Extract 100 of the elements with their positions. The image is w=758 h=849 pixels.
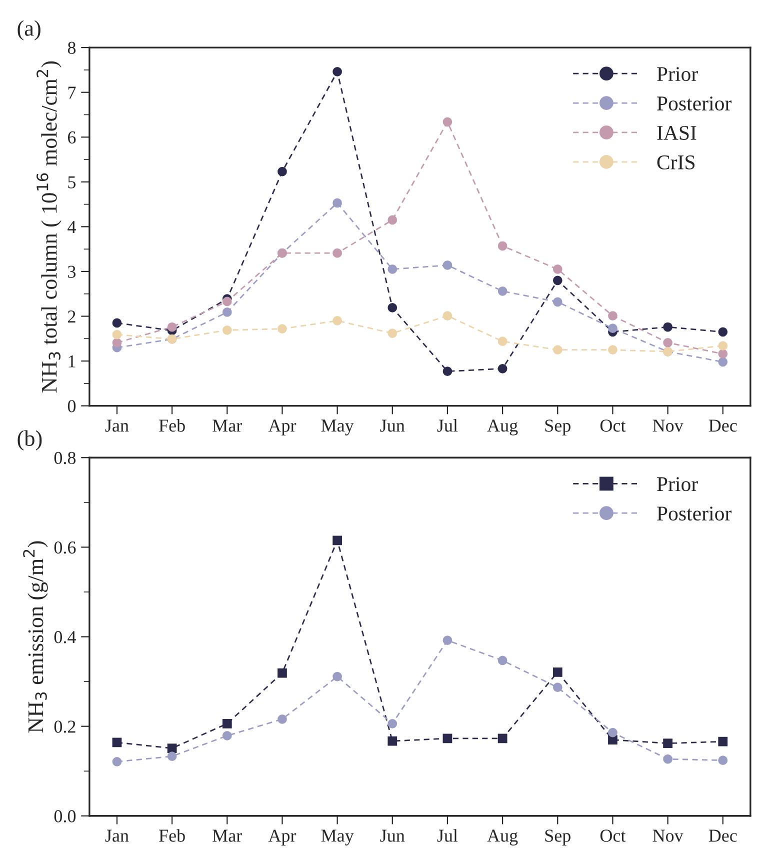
point [663,322,672,332]
point [718,756,728,766]
x-tick-label: Dec [708,830,737,842]
y-tick-label: 0.0 [54,810,76,822]
point [442,260,452,270]
x-tick-label: Apr [268,420,296,436]
y-axis-title: NH$_{3}$ emission (g/m$^{2}$) [23,541,48,733]
point [388,215,398,225]
legend-label: CrIS [657,155,695,170]
legend-label: Prior [657,67,698,82]
x-tick-label: Jan [105,830,129,842]
point [278,668,287,678]
x-tick-label: Mar [212,420,242,432]
point [663,754,672,764]
point [552,264,562,274]
point [222,731,232,740]
chart-title: (a) [18,20,40,40]
point [167,752,177,762]
point [112,330,122,340]
y-tick-label: 8 [68,42,76,54]
point [388,303,398,312]
point [442,117,452,127]
point [112,738,122,748]
point [112,338,122,348]
legend-label: Posterior [657,506,732,521]
point [278,166,287,176]
point [498,286,508,296]
point [663,738,672,748]
y-tick-label: 4 [68,221,76,233]
x-tick-label: Sep [545,420,570,436]
point [332,67,342,76]
point [167,744,177,753]
point [388,328,398,338]
point [718,341,728,350]
point [498,241,508,251]
point [112,318,122,328]
x-tick-label: Jun [380,420,405,432]
point [388,264,398,274]
x-tick-label: Nov [652,420,684,432]
x-tick-label: Jul [437,829,458,842]
point [552,682,562,692]
x-tick-label: Feb [159,829,185,842]
point [278,324,287,334]
y-tick-label: 0.8 [54,452,76,464]
point [552,297,562,307]
point [332,316,342,326]
point [332,672,342,682]
chart-title: (b) [18,430,42,450]
x-tick-label: May [321,830,354,846]
y-tick-label: 0.2 [54,720,76,733]
legend-label: Posterior [657,96,732,111]
point [608,345,618,355]
y-tick-label: 7 [68,86,76,99]
point [498,656,508,666]
point [388,718,398,728]
x-tick-label: Mar [212,830,242,842]
point [498,364,508,374]
x-tick-label: Jul [437,419,458,432]
point [718,357,728,367]
point [552,276,562,286]
point [222,308,232,317]
y-tick-label: 3 [68,266,76,278]
y-tick-label: 6 [68,131,76,144]
point [442,311,452,320]
point [222,718,232,728]
point [332,248,342,258]
y-tick-label: 1 [68,355,76,368]
x-tick-label: Jan [105,420,129,432]
legend-label: IASI [657,126,696,140]
point [442,636,452,646]
point [222,325,232,335]
x-tick-label: Oct [600,830,626,842]
x-tick-label: Aug [487,830,518,846]
y-tick-label: 0.6 [54,541,76,554]
legend-label: Prior [657,477,698,492]
point [388,736,398,746]
x-tick-label: Apr [268,830,296,846]
point [332,536,342,546]
point [608,311,618,320]
y-tick-label: 2 [68,310,76,323]
point [663,338,672,348]
y-axis-title: NH$_{3}$ total column ( 10$^{16}$ molec/cm$^{2}$) [36,61,62,392]
point [498,336,508,346]
point [167,322,177,332]
point [222,296,232,306]
x-tick-label: Nov [652,830,684,842]
point [718,327,728,337]
x-tick-label: Dec [708,420,737,432]
x-tick-label: Oct [600,420,626,432]
x-tick-label: Jun [380,830,405,842]
point [278,714,287,724]
x-tick-label: May [321,420,354,436]
y-tick-label: 0.4 [54,631,76,644]
point [552,345,562,355]
point [442,734,452,744]
point [442,366,452,376]
y-tick-label: 0 [68,400,76,412]
point [552,667,562,677]
y-tick-label: 5 [68,176,76,188]
point [498,734,508,744]
